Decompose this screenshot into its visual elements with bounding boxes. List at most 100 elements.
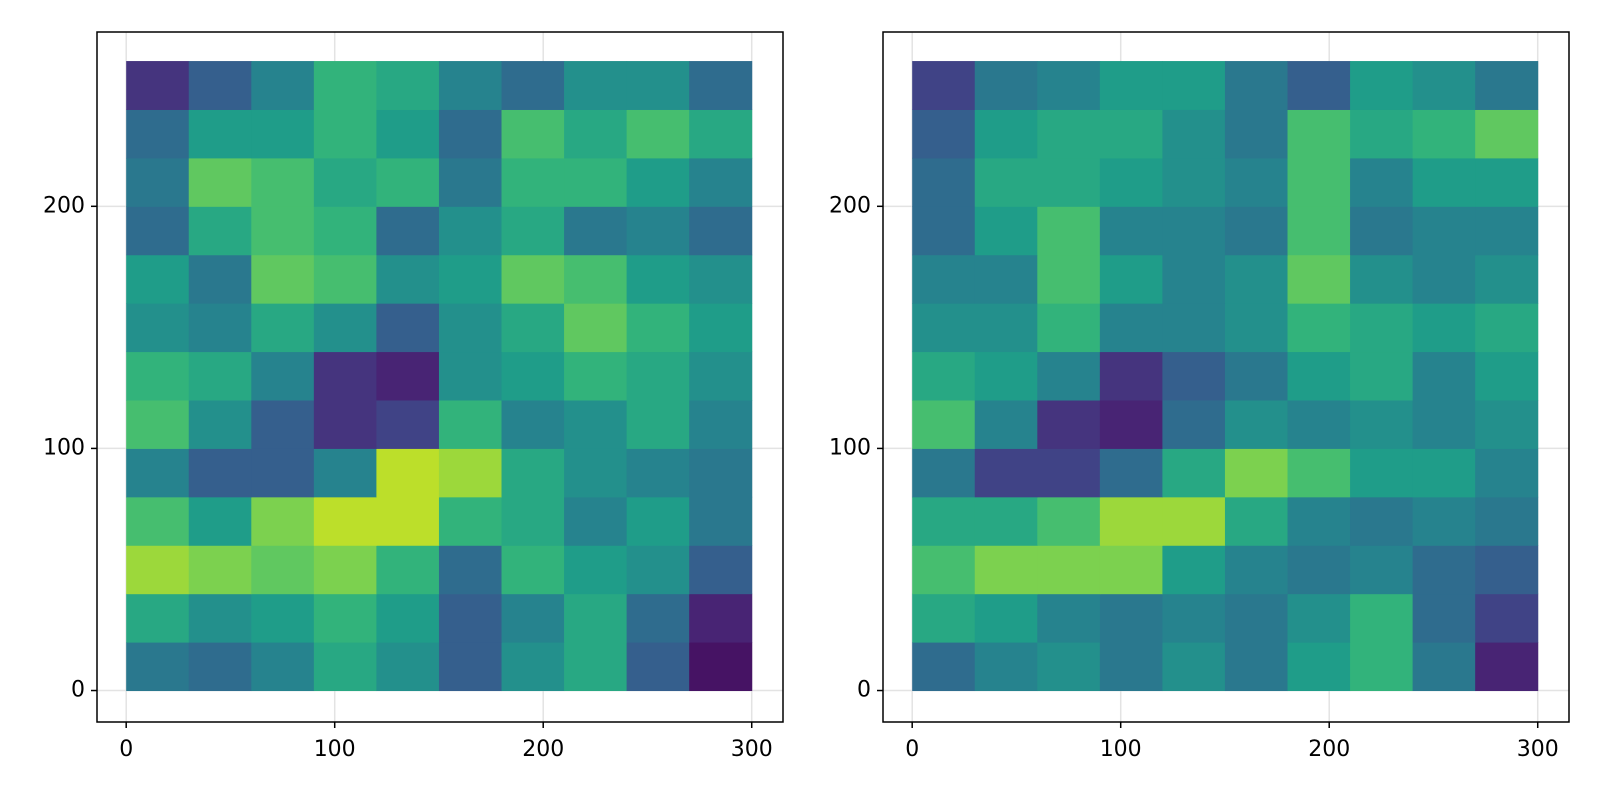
heatmap-cell — [1475, 109, 1539, 159]
heatmap-cell — [564, 157, 628, 207]
heatmap-cell — [689, 642, 753, 692]
heatmap-cell — [912, 61, 976, 110]
heatmap-cell — [376, 303, 440, 353]
heatmap-cell — [912, 400, 976, 449]
heatmap-cell — [1350, 545, 1414, 595]
heatmap-cell — [501, 351, 565, 401]
heatmap-cell — [1162, 545, 1226, 595]
heatmap-cell — [1162, 448, 1226, 498]
heatmap-cell — [501, 303, 565, 353]
heatmap-cell — [188, 593, 252, 643]
heatmap-cell — [974, 400, 1038, 449]
heatmap-cell — [1475, 642, 1539, 692]
heatmap-cell — [564, 642, 628, 692]
x-tick-label: 100 — [1100, 737, 1142, 762]
heatmap-cell — [974, 593, 1038, 643]
y-tick-label: 200 — [829, 193, 871, 218]
heatmap-cell — [912, 303, 976, 353]
heatmap-cell — [126, 303, 190, 353]
heatmap-cell — [188, 61, 252, 110]
heatmap-cell — [1037, 545, 1101, 595]
heatmap-cell — [188, 206, 252, 256]
heatmap-cell — [438, 157, 503, 207]
heatmap-cell — [313, 351, 377, 401]
heatmap-cell — [1224, 206, 1289, 256]
heatmap-cell — [1037, 206, 1101, 256]
heatmap-cell — [1037, 303, 1101, 353]
heatmap-cell — [974, 496, 1038, 546]
heatmap-cell — [626, 351, 690, 401]
heatmap-cell — [126, 61, 190, 110]
heatmap-cell — [126, 109, 190, 159]
heatmap-cell — [313, 448, 377, 498]
heatmap-cell — [689, 157, 753, 207]
heatmap-cell — [1287, 109, 1351, 159]
heatmap-cell — [1037, 400, 1101, 449]
heatmap-cell — [626, 206, 690, 256]
heatmap-cell — [1350, 254, 1414, 304]
heatmap-cell — [1037, 448, 1101, 498]
heatmap-cell — [376, 545, 440, 595]
y-tick-label: 100 — [43, 435, 85, 460]
heatmap-cell — [626, 61, 690, 110]
heatmap-cell — [126, 351, 190, 401]
heatmap-cell — [1099, 593, 1163, 643]
x-tick-label: 300 — [731, 737, 773, 762]
heatmap-cell — [974, 545, 1038, 595]
x-tick-label: 300 — [1517, 737, 1559, 762]
x-tick-label: 100 — [314, 737, 356, 762]
heatmap-cell — [438, 303, 503, 353]
heatmap-cell — [1350, 351, 1414, 401]
heatmap-cell — [1412, 109, 1476, 159]
heatmap-cell — [376, 400, 440, 449]
heatmap-cell — [564, 593, 628, 643]
heatmap-cell — [626, 593, 690, 643]
heatmap-cell — [1099, 400, 1163, 449]
heatmap-cell — [1162, 109, 1226, 159]
heatmap-cell — [1350, 593, 1414, 643]
heatmap-cell — [376, 496, 440, 546]
heatmap-cell — [188, 545, 252, 595]
panel: 0 100 200 300 0 100 200 — [829, 31, 1570, 762]
heatmap-cell — [626, 642, 690, 692]
y-tick-label: 0 — [71, 678, 85, 703]
heatmap-cell — [126, 254, 190, 304]
heatmap-cell — [1475, 351, 1539, 401]
heatmap-cell — [251, 545, 315, 595]
heatmap-cell — [1350, 642, 1414, 692]
heatmap-cell — [1412, 351, 1476, 401]
heatmap-cell — [1037, 593, 1101, 643]
heatmap-cell — [251, 109, 315, 159]
x-tick-label: 200 — [522, 737, 564, 762]
heatmap-cell — [1287, 545, 1351, 595]
heatmap-cell — [1287, 642, 1351, 692]
heatmap-cell — [126, 545, 190, 595]
heatmap-cell — [251, 400, 315, 449]
x-tick-label: 0 — [119, 737, 133, 762]
heatmap-cell — [1412, 545, 1476, 595]
heatmap-cell — [501, 400, 565, 449]
heatmap-cell — [438, 496, 503, 546]
heatmap-cell — [1475, 61, 1539, 110]
heatmap-cell — [1475, 448, 1539, 498]
heatmap-cell — [376, 642, 440, 692]
heatmap-cell — [564, 61, 628, 110]
heatmap-cell — [188, 157, 252, 207]
heatmap-cell — [626, 109, 690, 159]
heatmap-cell — [501, 545, 565, 595]
heatmap-cell — [1162, 61, 1226, 110]
heatmap-cell — [376, 254, 440, 304]
heatmap-cell — [251, 448, 315, 498]
heatmap-cell — [564, 351, 628, 401]
heatmap-cell — [689, 206, 753, 256]
heatmap-cell — [912, 593, 976, 643]
heatmap-cell — [564, 545, 628, 595]
heatmap-cell — [974, 254, 1038, 304]
heatmap-cell — [251, 351, 315, 401]
heatmap-cell — [564, 206, 628, 256]
heatmap-cell — [126, 448, 190, 498]
heatmap-cell — [126, 400, 190, 449]
heatmap-cell — [313, 496, 377, 546]
heatmap-cell — [1099, 303, 1163, 353]
heatmap-cell — [1475, 400, 1539, 449]
